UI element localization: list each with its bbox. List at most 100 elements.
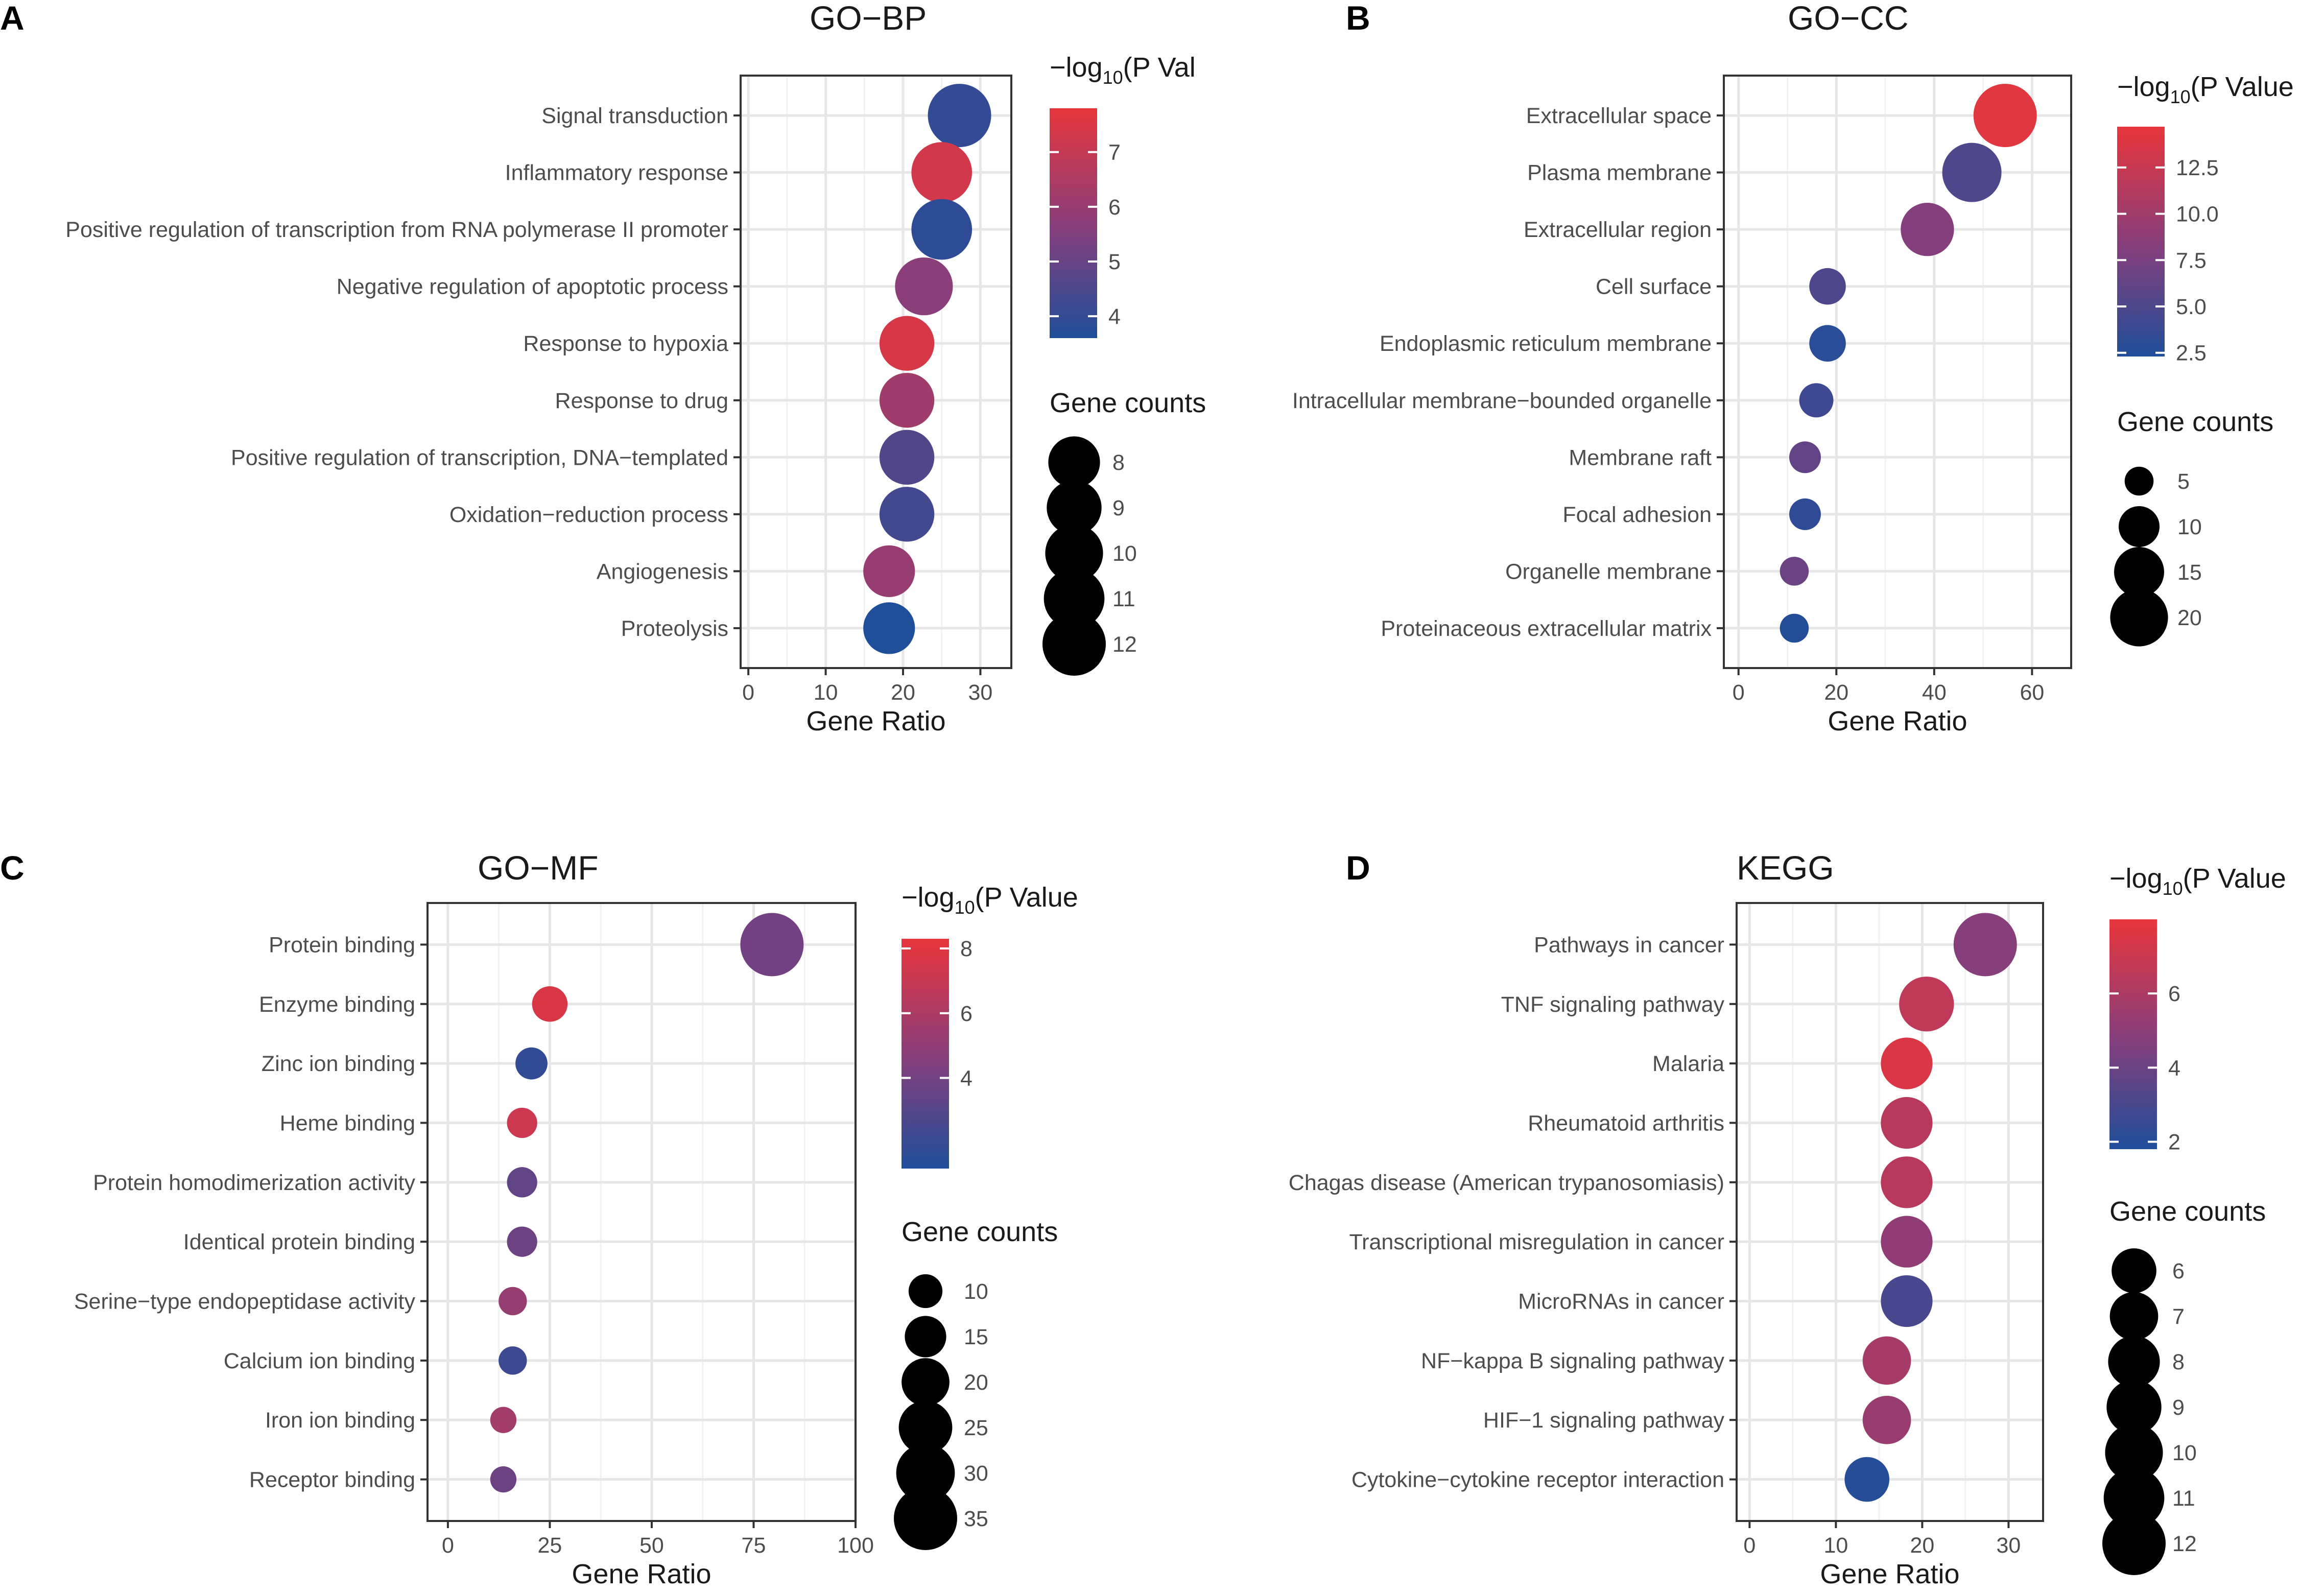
size-legend-label: 8 xyxy=(1112,450,1125,475)
size-legend-label: 11 xyxy=(1112,587,1135,611)
data-point xyxy=(1809,268,1846,305)
color-legend-title: −log10(P Value xyxy=(2109,863,2286,899)
x-axis-title: Gene Ratio xyxy=(1828,706,1967,736)
x-tick-label: 30 xyxy=(1996,1533,2021,1558)
x-axis-title: Gene Ratio xyxy=(806,706,945,736)
size-legend-title: Gene counts xyxy=(2109,1196,2266,1227)
size-legend-title: Gene counts xyxy=(2117,407,2273,437)
color-bar-tick-label: 7.5 xyxy=(2176,248,2207,273)
data-point xyxy=(911,199,973,260)
data-point xyxy=(1780,557,1809,586)
color-legend-title: −log10(P Value xyxy=(902,882,1078,918)
plot-border xyxy=(740,75,1012,669)
data-point xyxy=(507,1167,537,1198)
panel-label: C xyxy=(0,849,25,887)
x-tick-label: 0 xyxy=(1733,680,1745,705)
data-point xyxy=(1881,1275,1933,1327)
data-point xyxy=(1881,1097,1933,1149)
y-tick-label: Serine−type endopeptidase activity xyxy=(74,1290,416,1314)
size-legend-label: 15 xyxy=(964,1325,988,1349)
size-legend-label: 10 xyxy=(1112,541,1137,566)
size-legend-title: Gene counts xyxy=(1050,388,1206,418)
size-legend-dot xyxy=(2108,1336,2160,1388)
plot-border xyxy=(1723,75,2072,669)
y-tick-label: Iron ion binding xyxy=(265,1408,415,1433)
x-tick-label: 20 xyxy=(891,680,915,705)
data-point xyxy=(1881,1156,1933,1208)
color-bar xyxy=(1050,108,1097,338)
y-tick-label: Cytokine−cytokine receptor interaction xyxy=(1351,1468,1724,1492)
y-tick-label: Focal adhesion xyxy=(1562,503,1712,527)
color-bar-tick-label: 6 xyxy=(2168,982,2180,1006)
data-point xyxy=(1799,383,1834,418)
size-legend-dot xyxy=(902,1358,950,1406)
size-legend-dot xyxy=(2103,1467,2165,1529)
data-point xyxy=(1862,1336,1911,1385)
size-legend-dot xyxy=(1042,612,1106,676)
size-legend-dot xyxy=(2106,1380,2162,1435)
color-bar xyxy=(2109,919,2157,1149)
x-tick-label: 100 xyxy=(837,1533,874,1558)
data-point xyxy=(1780,613,1809,643)
y-tick-label: Plasma membrane xyxy=(1527,161,1712,185)
size-legend-dot xyxy=(908,1274,943,1309)
data-point xyxy=(879,373,935,428)
y-tick-label: Enzyme binding xyxy=(259,992,415,1017)
y-tick-label: Zinc ion binding xyxy=(262,1052,415,1076)
size-legend-label: 25 xyxy=(964,1416,988,1440)
plot-background xyxy=(428,903,856,1521)
panel-label: B xyxy=(1346,0,1370,37)
panel-label: A xyxy=(0,0,25,37)
x-tick-label: 20 xyxy=(1910,1533,1934,1558)
color-bar-tick-label: 12.5 xyxy=(2176,156,2219,180)
y-tick-label: Oxidation−reduction process xyxy=(449,503,728,527)
size-legend-label: 7 xyxy=(2172,1304,2185,1329)
y-tick-label: MicroRNAs in cancer xyxy=(1518,1290,1724,1314)
size-legend-label: 12 xyxy=(2172,1532,2197,1556)
data-point xyxy=(740,913,804,977)
color-legend-title: −log10(P Val xyxy=(1050,52,1196,88)
panel-d: D KEGG Pathways in cancer TNF signaling pat… xyxy=(1289,849,2286,1589)
y-tick-label: HIF−1 signaling pathway xyxy=(1483,1408,1725,1433)
size-legend-label: 20 xyxy=(964,1370,988,1395)
y-tick-label: Negative regulation of apoptotic process xyxy=(337,275,728,299)
data-point xyxy=(911,142,973,203)
y-tick-label: TNF signaling pathway xyxy=(1501,992,1725,1017)
y-tick-label: Identical protein binding xyxy=(183,1230,415,1254)
data-point xyxy=(1844,1457,1890,1502)
x-tick-label: 0 xyxy=(742,680,754,705)
size-legend-label: 10 xyxy=(964,1279,988,1304)
data-point xyxy=(490,1407,517,1433)
x-tick-label: 50 xyxy=(639,1533,664,1558)
y-tick-label: Extracellular space xyxy=(1526,104,1712,128)
size-legend-dot xyxy=(894,1487,957,1550)
data-point xyxy=(1942,142,2002,202)
x-tick-label: 10 xyxy=(814,680,838,705)
plot-border xyxy=(1736,902,2044,1522)
data-point xyxy=(490,1466,517,1493)
data-point xyxy=(1901,202,1954,256)
color-bar-tick-label: 7 xyxy=(1108,140,1121,165)
size-legend-dot xyxy=(1044,568,1105,629)
y-tick-label: Response to hypoxia xyxy=(523,331,728,356)
y-tick-label: Heme binding xyxy=(280,1111,415,1135)
y-tick-label: Positive regulation of transcription, DN… xyxy=(231,445,728,470)
data-point xyxy=(499,1346,527,1375)
size-legend-dot xyxy=(2118,506,2160,548)
color-bar-tick-label: 6 xyxy=(960,1002,973,1026)
x-tick-label: 40 xyxy=(1922,680,1947,705)
size-legend-dot xyxy=(2102,1512,2166,1575)
color-bar-tick-label: 4 xyxy=(2168,1056,2180,1080)
data-point xyxy=(507,1107,537,1138)
color-bar xyxy=(902,939,949,1169)
x-tick-label: 30 xyxy=(968,680,993,705)
chart-title: GO−MF xyxy=(478,849,599,887)
y-tick-label: Angiogenesis xyxy=(597,559,728,584)
color-legend-title: −log10(P Value xyxy=(2117,72,2294,107)
color-bar xyxy=(2117,127,2165,356)
y-tick-label: Chagas disease (American trypanosomiasis… xyxy=(1289,1171,1724,1195)
y-tick-label: Protein homodimerization activity xyxy=(93,1171,415,1195)
y-tick-label: Proteinaceous extracellular matrix xyxy=(1381,616,1712,641)
x-tick-label: 0 xyxy=(1743,1533,1756,1558)
